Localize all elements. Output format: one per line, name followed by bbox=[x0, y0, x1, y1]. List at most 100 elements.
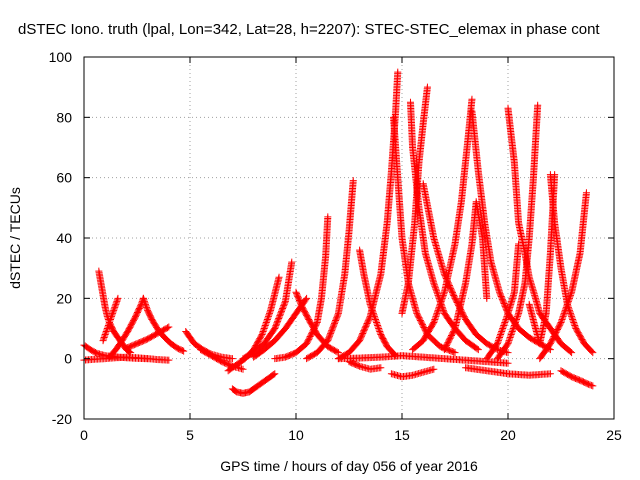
data-point bbox=[495, 335, 503, 343]
data-point bbox=[438, 296, 446, 304]
data-point bbox=[562, 305, 570, 313]
data-point bbox=[449, 290, 457, 298]
data-point bbox=[358, 331, 366, 339]
data-point bbox=[557, 318, 565, 326]
data-point bbox=[500, 321, 508, 329]
y-tick-label: 80 bbox=[56, 109, 72, 125]
data-point bbox=[332, 315, 340, 323]
data-point bbox=[331, 318, 339, 326]
data-point bbox=[566, 293, 574, 301]
data-point bbox=[330, 319, 338, 327]
data-point bbox=[277, 309, 285, 317]
series-24 bbox=[440, 198, 491, 354]
y-tick-label: 40 bbox=[56, 230, 72, 246]
data-point bbox=[499, 325, 507, 332]
data-point bbox=[435, 303, 443, 311]
data-point bbox=[109, 309, 117, 317]
data-point bbox=[327, 329, 335, 337]
series-20 bbox=[406, 98, 482, 354]
data-point bbox=[264, 314, 272, 322]
data-point bbox=[108, 311, 116, 319]
data-point bbox=[446, 283, 454, 291]
data-point bbox=[106, 317, 114, 325]
series-30 bbox=[536, 189, 590, 363]
x-tick-label: 5 bbox=[186, 427, 194, 443]
data-point bbox=[509, 326, 517, 334]
data-point bbox=[565, 294, 573, 302]
data-point bbox=[101, 332, 109, 340]
data-point bbox=[349, 177, 357, 185]
data-point bbox=[558, 317, 566, 325]
data-point bbox=[303, 294, 311, 302]
data-point bbox=[432, 311, 440, 319]
data-point bbox=[260, 326, 268, 334]
data-point bbox=[373, 318, 381, 326]
data-point bbox=[430, 279, 438, 287]
data-point bbox=[513, 314, 521, 322]
data-point bbox=[281, 299, 289, 307]
data-point bbox=[504, 359, 512, 367]
data-point bbox=[261, 323, 269, 331]
data-point bbox=[432, 312, 440, 320]
data-point bbox=[142, 302, 150, 310]
data-point bbox=[363, 320, 371, 328]
data-point bbox=[354, 362, 362, 370]
data-point bbox=[280, 300, 288, 308]
data-point bbox=[561, 306, 569, 314]
series-3 bbox=[99, 294, 122, 345]
data-point bbox=[324, 337, 332, 345]
data-point bbox=[324, 213, 332, 221]
data-point bbox=[546, 370, 554, 378]
data-point bbox=[437, 299, 445, 307]
data-point bbox=[504, 349, 512, 357]
data-point bbox=[588, 348, 596, 356]
data-point bbox=[563, 300, 571, 308]
data-point bbox=[449, 289, 457, 297]
data-point bbox=[375, 325, 383, 332]
data-point bbox=[357, 332, 365, 340]
data-point bbox=[359, 328, 367, 336]
data-point bbox=[370, 311, 378, 319]
series-35 bbox=[345, 358, 385, 373]
data-point bbox=[376, 329, 384, 337]
data-point bbox=[512, 317, 520, 325]
data-point bbox=[110, 305, 118, 313]
series-1 bbox=[80, 353, 173, 364]
data-point bbox=[110, 306, 118, 314]
data-point bbox=[103, 326, 111, 334]
y-tick-label: -20 bbox=[52, 411, 72, 427]
data-points bbox=[80, 68, 597, 397]
data-point bbox=[104, 321, 112, 329]
data-point bbox=[109, 308, 117, 316]
data-point bbox=[434, 308, 442, 316]
data-point bbox=[279, 304, 287, 312]
data-point bbox=[434, 290, 442, 298]
data-point bbox=[570, 320, 578, 328]
data-point bbox=[101, 331, 109, 339]
data-point bbox=[377, 364, 385, 372]
data-point bbox=[274, 316, 282, 324]
data-point bbox=[376, 328, 384, 336]
data-point bbox=[266, 308, 274, 316]
data-point bbox=[587, 381, 595, 389]
data-point bbox=[163, 324, 171, 332]
data-point bbox=[511, 320, 519, 328]
data-point bbox=[228, 355, 236, 363]
series-33 bbox=[462, 364, 554, 379]
data-point bbox=[143, 303, 151, 311]
data-point bbox=[359, 329, 367, 337]
data-point bbox=[279, 303, 287, 311]
data-point bbox=[364, 318, 372, 326]
series-32 bbox=[387, 365, 438, 381]
data-point bbox=[263, 317, 271, 325]
data-point bbox=[356, 337, 364, 345]
data-point bbox=[556, 320, 564, 328]
data-point bbox=[508, 328, 516, 336]
y-tick-label: 100 bbox=[49, 49, 73, 65]
data-point bbox=[507, 331, 515, 339]
x-axis-label: GPS time / hours of day 056 of year 2016 bbox=[220, 458, 478, 474]
data-point bbox=[510, 321, 518, 329]
data-point bbox=[259, 329, 267, 337]
data-point bbox=[502, 315, 510, 323]
data-point bbox=[498, 328, 506, 336]
